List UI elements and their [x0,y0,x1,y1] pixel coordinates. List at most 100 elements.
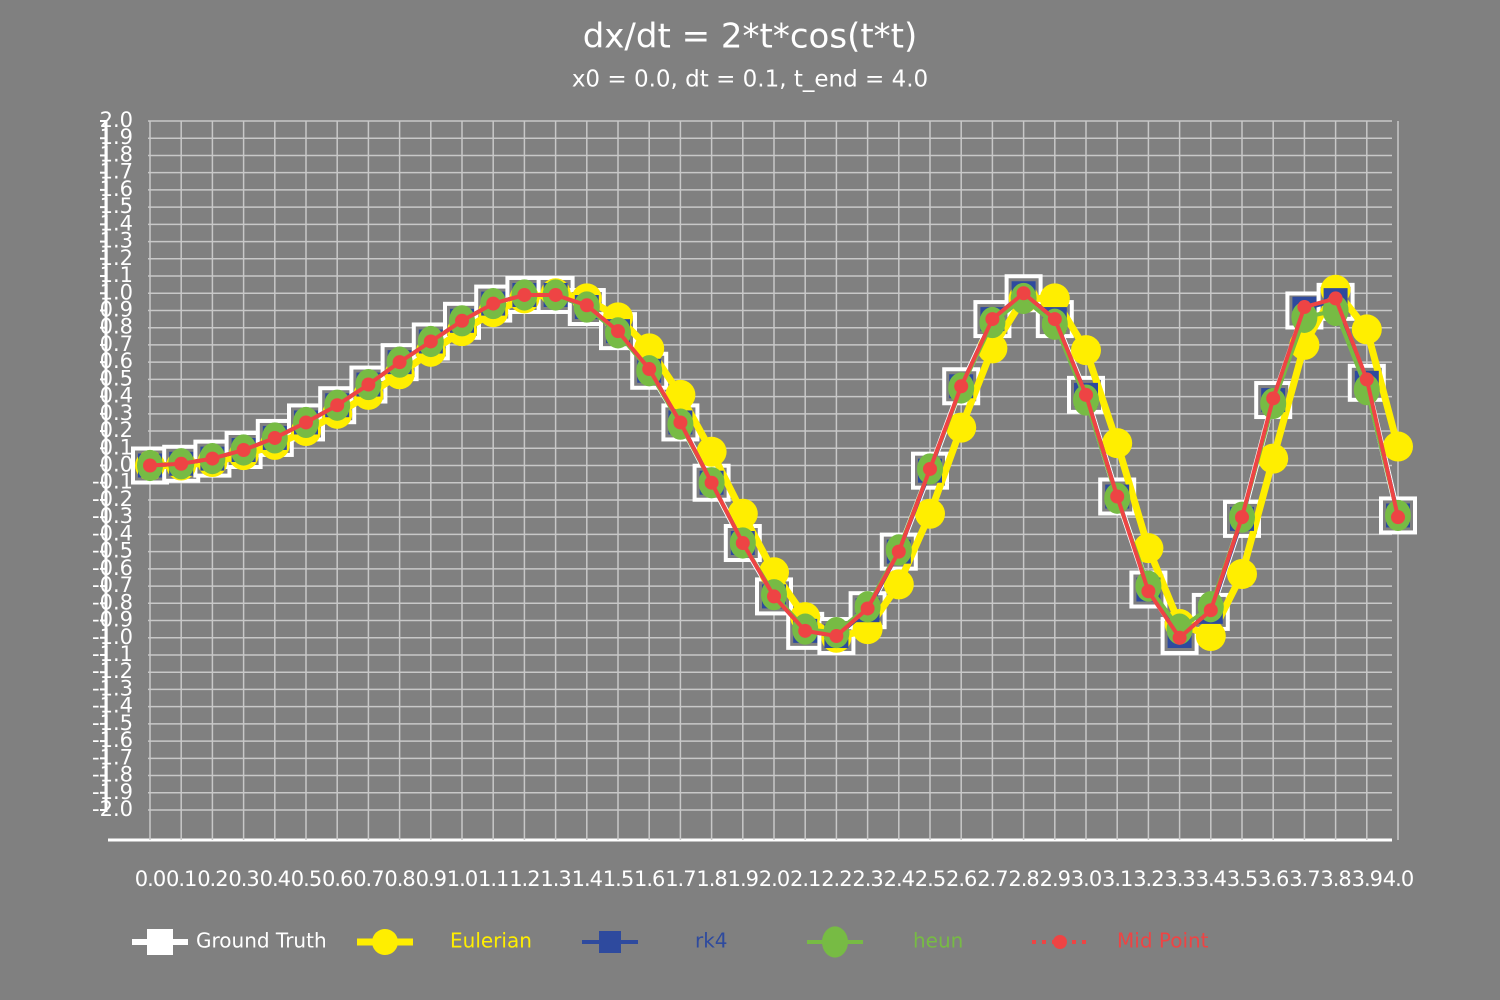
data-point [1297,300,1312,315]
data-point [236,442,251,457]
x-tick-label: 3.1 [1102,867,1132,891]
data-point [392,355,407,370]
legend-label: Mid Point [1117,929,1209,953]
x-tick-label: 1.8 [696,867,726,891]
x-tick-label: 1.5 [603,867,633,891]
data-point [696,436,727,467]
y-tick-label: -0.3 [92,504,133,528]
chart-title: dx/dt = 2*t*cos(t*t) [583,17,918,57]
x-tick-label: 0.5 [291,867,321,891]
x-tick-label: 3.7 [1289,867,1319,891]
y-tick-label: -1.7 [92,745,133,769]
x-tick-label: 2.6 [946,867,977,891]
data-point [673,415,688,430]
x-tick-label: 2.4 [884,867,915,891]
data-point [517,287,532,302]
x-tick-label: 0.6 [322,867,353,891]
data-point [1047,312,1062,327]
data-point [985,312,1000,327]
x-tick-label: 3.8 [1320,867,1350,891]
data-point [205,451,220,466]
x-tick-label: 3.9 [1352,867,1382,891]
data-point [1203,603,1218,618]
x-tick-label: 1.9 [728,867,758,891]
chart-subtitle: x0 = 0.0, dt = 0.1, t_end = 4.0 [572,67,928,93]
x-tick-label: 1.4 [572,867,603,891]
legend-label: heun [913,929,963,953]
y-tick-label: 1.5 [100,194,133,218]
y-tick-label: 0.2 [100,418,133,442]
x-tick-label: 0.2 [197,867,227,891]
legend-marker [599,931,621,953]
data-point [1039,283,1070,314]
data-point [891,544,906,559]
data-point [883,569,914,600]
x-tick-label: 2.9 [1040,867,1070,891]
x-tick-label: 1.3 [540,867,570,891]
data-point [1071,335,1101,366]
x-tick-label: 0.8 [384,867,414,891]
data-point [1266,391,1281,406]
data-point [1110,489,1125,504]
x-tick-label: 2.5 [915,867,945,891]
data-point [1079,387,1093,402]
y-tick-label: -0.7 [92,573,133,597]
y-tick-label: 2.0 [100,108,133,132]
data-point [1195,621,1226,652]
data-point [143,458,157,473]
x-tick-label: 2.7 [977,867,1007,891]
y-tick-label: 1.2 [100,246,133,270]
data-point [174,456,189,471]
data-point [1391,510,1405,525]
y-tick-label: 1.9 [100,125,133,149]
data-point [299,415,313,430]
data-point [860,601,875,616]
data-point [634,333,665,364]
data-point [1141,584,1156,599]
x-tick-label: 0.9 [416,867,446,891]
y-tick-label: -1.0 [92,625,133,649]
y-tick-label: 1.3 [100,229,133,253]
data-point [548,287,563,302]
y-tick-label: -1.9 [92,780,133,804]
y-tick-label: -1.3 [92,676,133,700]
data-point [735,536,750,551]
y-tick-label: -2.0 [92,797,133,821]
data-point [579,298,594,313]
legend-label: Ground Truth [196,929,327,953]
data-point [267,430,282,445]
y-tick-label: -1.8 [92,763,133,787]
data-point [915,498,945,529]
y-tick-label: 0.1 [100,435,133,459]
y-tick-label: 0.8 [100,315,133,339]
data-point [330,398,345,413]
x-tick-label: 0.3 [228,867,258,891]
x-tick-label: 3.5 [1227,867,1257,891]
x-tick-label: 1.0 [447,867,477,891]
x-tick-label: 0.0 [135,867,165,891]
data-point [1172,630,1187,645]
data-point [361,377,376,392]
y-tick-label: 1.1 [100,263,133,287]
data-point [486,296,501,311]
y-tick-label: 0.6 [100,349,133,373]
x-tick-label: 4.0 [1383,867,1413,891]
data-point [1383,431,1413,462]
x-tick-label: 0.4 [260,867,291,891]
data-point [767,589,781,604]
legend-label: Eulerian [450,929,532,953]
y-tick-label: -0.8 [92,590,133,614]
data-point [1351,314,1382,345]
data-point [1328,291,1343,306]
legend-marker [1053,935,1067,949]
y-tick-label: -1.6 [92,728,133,752]
y-tick-label: 0.5 [100,366,133,390]
y-tick-label: 1.0 [100,280,133,304]
y-tick-label: -0.4 [92,521,133,545]
y-tick-label: -1.2 [92,659,133,683]
x-tick-label: 3.2 [1133,867,1163,891]
x-tick-label: 0.7 [353,867,383,891]
x-tick-label: 1.7 [665,867,695,891]
y-tick-label: 1.7 [100,160,133,184]
